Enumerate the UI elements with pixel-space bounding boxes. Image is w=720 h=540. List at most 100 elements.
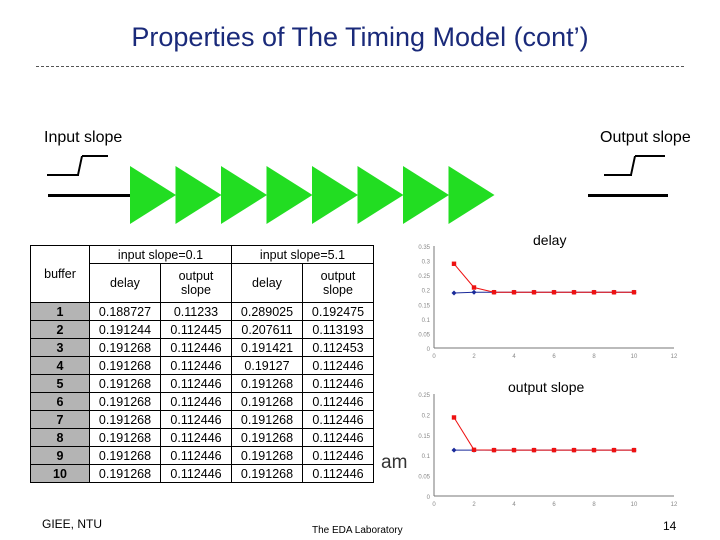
value-cell: 0.191268	[89, 428, 161, 447]
x-tick-label: 10	[631, 354, 638, 360]
table-row: 8 0.191268 0.112446 0.191268 0.112446	[30, 428, 374, 447]
value-cell: 0.11233	[160, 302, 232, 321]
x-tick-label: 12	[671, 502, 678, 508]
value-cell: 0.191268	[231, 446, 303, 465]
y-tick-label: 0.1	[422, 454, 431, 460]
value-cell: 0.191268	[231, 428, 303, 447]
y-tick-label: 0	[427, 495, 431, 501]
output-slope-chart-title: output slope	[508, 379, 585, 395]
buffer-triangle	[175, 166, 222, 224]
value-cell: 0.191268	[89, 374, 161, 393]
buffer-index-cell: 8	[30, 428, 90, 447]
x-tick-label: 6	[552, 502, 556, 508]
output-slope-chart: 0 0.05 0.1 0.15 0.2 0.25 0 2 4 6 8 10 12	[418, 393, 678, 508]
data-point	[511, 290, 517, 295]
output-slope-label: Output slope	[600, 129, 691, 146]
value-cell: 0.191268	[89, 356, 161, 375]
data-point	[551, 290, 557, 295]
buffer-triangle	[448, 166, 495, 224]
value-cell: 0.112446	[302, 410, 374, 429]
data-point	[591, 447, 597, 453]
buffer-index-cell: 3	[30, 338, 90, 357]
value-cell: 0.112445	[160, 320, 232, 339]
buffer-index-cell: 6	[30, 392, 90, 411]
x-tick-label: 0	[432, 354, 436, 360]
y-tick-label: 0.2	[422, 289, 431, 295]
table-row: 9 0.191268 0.112446 0.191268 0.112446	[30, 446, 374, 465]
x-tick-label: 2	[472, 502, 476, 508]
y-tick-label: 0.15	[418, 434, 430, 440]
data-point	[511, 447, 517, 453]
value-cell: 0.192475	[302, 302, 374, 321]
value-cell: 0.112446	[302, 392, 374, 411]
table-row: 5 0.191268 0.112446 0.191268 0.112446	[30, 374, 374, 393]
data-point	[531, 290, 537, 295]
output-wire	[588, 194, 668, 197]
x-tick-label: 12	[671, 354, 678, 360]
data-point	[471, 447, 477, 453]
value-cell: 0.112446	[160, 410, 232, 429]
table-row: 6 0.191268 0.112446 0.191268 0.112446	[30, 392, 374, 411]
table-row: 3 0.191268 0.112446 0.191421 0.112453	[30, 338, 374, 357]
y-tick-label: 0.15	[418, 303, 430, 309]
buffer-index-cell: 1	[30, 302, 90, 321]
buffer-index-cell: 2	[30, 320, 90, 339]
data-point	[631, 290, 637, 295]
value-cell: 0.191244	[89, 320, 161, 339]
buffer-index-cell: 10	[30, 464, 90, 483]
value-cell: 0.191268	[231, 410, 303, 429]
table-header-cell: output slope	[160, 263, 232, 303]
table-row: 1 0.188727 0.11233 0.289025 0.192475	[30, 302, 374, 321]
input-slope-label: Input slope	[44, 129, 123, 146]
buffer-index-cell: 7	[30, 410, 90, 429]
delay-chart: 0 0.05 0.1 0.15 0.2 0.25 0.3 0.35 0 2 4 6 8 10 12	[418, 245, 678, 360]
value-cell: 0.112446	[302, 356, 374, 375]
y-tick-label: 0.3	[422, 260, 431, 266]
data-point	[531, 447, 537, 453]
buffer-index-cell: 5	[30, 374, 90, 393]
buffer-index-cell: 4	[30, 356, 90, 375]
value-cell: 0.112446	[160, 446, 232, 465]
timing-table: buffer input slope=0.1 input slope=5.1 dela…	[30, 245, 374, 483]
y-tick-label: 0.25	[418, 274, 430, 280]
table-header-cell: output slope	[302, 263, 374, 303]
data-point	[571, 447, 577, 453]
table-row: 4 0.191268 0.112446 0.19127 0.112446	[30, 356, 374, 375]
slide-title: Properties of The Timing Model (cont’)	[131, 22, 589, 52]
data-point	[611, 290, 617, 295]
value-cell: 0.191268	[89, 410, 161, 429]
data-point	[491, 290, 497, 295]
buffer-triangle	[221, 166, 267, 224]
data-point	[591, 290, 597, 295]
buffer-triangle	[403, 166, 449, 224]
table-header-cell: input slope=5.1	[231, 245, 374, 264]
y-tick-label: 0.05	[418, 475, 430, 481]
x-tick-label: 8	[592, 354, 596, 360]
value-cell: 0.188727	[89, 302, 161, 321]
value-cell: 0.112446	[160, 464, 232, 483]
delay-chart-title: delay	[533, 232, 567, 248]
table-row: 10 0.191268 0.112446 0.191268 0.112446	[30, 464, 374, 483]
series-line	[453, 263, 634, 293]
data-point	[451, 261, 457, 266]
value-cell: 0.191268	[231, 374, 303, 393]
value-cell: 0.191268	[231, 464, 303, 483]
value-cell: 0.191268	[89, 464, 161, 483]
value-cell: 0.112446	[160, 338, 232, 357]
data-point	[551, 447, 557, 453]
table-row: 7 0.191268 0.112446 0.191268 0.112446	[30, 410, 374, 429]
x-tick-label: 2	[472, 354, 476, 360]
value-cell: 0.112446	[302, 428, 374, 447]
table-header-cell: delay	[231, 263, 303, 303]
buffer-chain	[130, 166, 495, 224]
data-point	[451, 447, 457, 453]
x-tick-label: 6	[552, 354, 556, 360]
y-tick-label: 0.2	[422, 413, 431, 419]
value-cell: 0.112446	[160, 392, 232, 411]
value-cell: 0.19127	[231, 356, 303, 375]
value-cell: 0.112446	[302, 374, 374, 393]
data-point	[611, 447, 617, 453]
table-header-cell: buffer	[30, 245, 90, 303]
value-cell: 0.191268	[89, 446, 161, 465]
x-tick-label: 0	[432, 502, 436, 508]
